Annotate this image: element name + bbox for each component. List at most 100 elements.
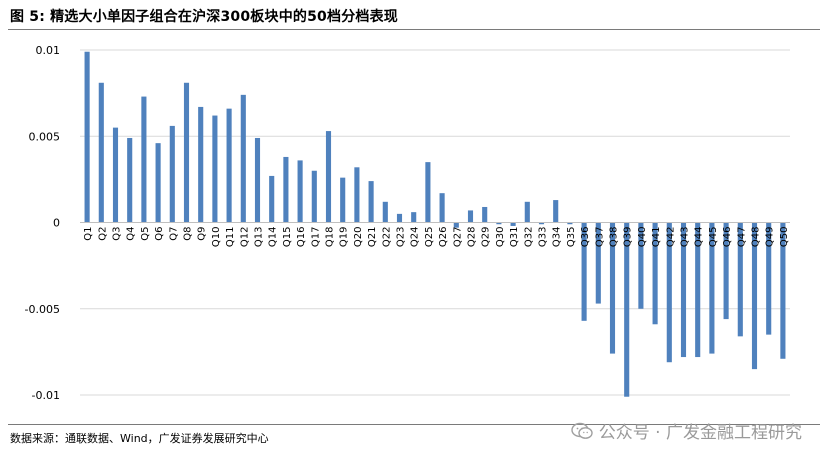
- bar-q37: [595, 222, 601, 304]
- x-tick-label: Q17: [310, 227, 321, 248]
- x-tick-label: Q33: [538, 227, 549, 248]
- x-tick-label: Q31: [509, 227, 520, 248]
- bar-q20: [354, 167, 360, 223]
- x-tick-label: Q30: [495, 227, 506, 248]
- x-tick-label: Q41: [651, 227, 662, 248]
- x-tick-label: Q34: [552, 227, 563, 248]
- bar-q17: [311, 170, 317, 223]
- bar-q33: [538, 222, 545, 225]
- bar-q31: [510, 222, 516, 226]
- y-tick-label: -0.005: [25, 303, 60, 316]
- bar-q22: [382, 201, 388, 223]
- bar-q43: [680, 222, 687, 358]
- bar-q29: [482, 206, 488, 223]
- bar-q49: [766, 222, 772, 335]
- x-tick-label: Q48: [751, 227, 762, 248]
- x-tick-label: Q16: [296, 227, 307, 248]
- bars: [84, 51, 786, 397]
- x-tick-label: Q24: [410, 227, 421, 248]
- bar-q30: [496, 222, 502, 225]
- x-tick-label: Q11: [225, 227, 236, 248]
- bar-q21: [368, 181, 374, 223]
- title-divider: [8, 29, 820, 30]
- x-tick-label: Q35: [566, 227, 577, 248]
- x-tick-label: Q12: [239, 226, 250, 247]
- x-tick-label: Q5: [140, 227, 151, 241]
- x-tick-label: Q6: [154, 227, 165, 241]
- x-tick-label: Q7: [168, 227, 179, 241]
- y-tick-label: 0.005: [29, 130, 61, 143]
- x-tick-label: Q9: [197, 227, 208, 241]
- bar-q16: [297, 160, 303, 223]
- watermark: 公众号 · 广发金融工程研究: [571, 418, 802, 443]
- y-axis-ticks: 0.01 0.005 0 -0.005 -0.01: [25, 44, 60, 402]
- bar-q44: [695, 222, 701, 358]
- x-tick-label: Q44: [694, 227, 705, 248]
- x-tick-label: Q2: [97, 227, 108, 241]
- bar-q28: [467, 210, 474, 223]
- bar-q40: [638, 222, 644, 309]
- bar-q42: [666, 222, 672, 363]
- bar-q48: [751, 222, 758, 370]
- bar-q23: [396, 213, 403, 223]
- x-tick-label: Q47: [736, 227, 747, 248]
- bar-q10: [212, 115, 218, 223]
- bar-q3: [112, 127, 119, 223]
- x-tick-label: Q15: [282, 227, 293, 248]
- wechat-icon: [571, 422, 593, 439]
- source-divider: [8, 424, 820, 425]
- x-axis-ticks: Q1 Q2 Q3 Q4 Q5 Q6 Q7 Q8 Q9 Q10 Q11 Q12 Q13 Q14 Q15 Q16 Q…: [83, 226, 790, 247]
- bar-q9: [198, 106, 204, 223]
- bar-q8: [183, 82, 190, 223]
- x-tick-label: Q8: [183, 227, 194, 241]
- watermark-text: 公众号 · 广发金融工程研究: [598, 423, 802, 443]
- x-tick-label: Q38: [609, 227, 620, 248]
- bar-q25: [425, 162, 431, 223]
- bar-q12: [240, 94, 246, 223]
- x-tick-label: Q3: [112, 227, 123, 241]
- x-tick-label: Q32: [523, 227, 534, 248]
- bar-q11: [226, 108, 232, 223]
- x-tick-label: Q45: [708, 227, 719, 248]
- x-tick-label: Q42: [665, 227, 676, 248]
- bar-q36: [581, 222, 587, 321]
- x-tick-label: Q49: [765, 227, 776, 248]
- bar-q18: [325, 131, 332, 223]
- x-tick-label: Q40: [637, 227, 648, 248]
- bar-q47: [737, 222, 743, 337]
- bar-chart: 0.01 0.005 0 -0.005 -0.01 Q1 Q2 Q3 Q4 Q5 Q6 Q7 Q8 Q9…: [25, 44, 790, 402]
- x-tick-label: Q23: [396, 227, 407, 248]
- x-tick-label: Q13: [254, 227, 265, 248]
- x-tick-label: Q10: [211, 227, 222, 248]
- bar-q5: [141, 96, 147, 223]
- bar-q39: [624, 222, 630, 397]
- y-tick-label: 0.01: [36, 44, 61, 57]
- x-tick-label: Q28: [467, 227, 478, 248]
- x-tick-label: Q14: [268, 227, 279, 248]
- x-tick-label: Q4: [126, 227, 137, 241]
- bar-q46: [723, 222, 729, 320]
- x-tick-label: Q19: [339, 227, 350, 248]
- x-tick-label: Q25: [424, 227, 435, 248]
- bar-q24: [411, 212, 417, 223]
- chart-title: 图 5: 精选大小单因子组合在沪深300板块中的50档分档表现: [10, 9, 398, 25]
- x-tick-label: Q46: [722, 227, 733, 248]
- x-tick-label: Q50: [779, 227, 790, 248]
- bar-q7: [169, 125, 175, 223]
- bar-q15: [283, 156, 289, 223]
- bar-q13: [254, 137, 261, 223]
- x-tick-label: Q22: [381, 227, 392, 248]
- x-tick-label: Q43: [680, 227, 691, 248]
- x-tick-label: Q37: [594, 227, 605, 248]
- bar-q32: [524, 201, 530, 223]
- bar-q26: [439, 193, 445, 223]
- x-tick-label: Q27: [452, 227, 463, 248]
- x-tick-label: Q36: [580, 227, 591, 248]
- x-tick-label: Q1: [83, 227, 94, 241]
- y-tick-label: 0: [53, 217, 60, 230]
- source-note: 数据来源：通联数据、Wind，广发证券发展研究中心: [10, 432, 269, 445]
- bar-q4: [127, 137, 133, 223]
- bar-q6: [155, 143, 161, 223]
- bar-q41: [652, 222, 658, 325]
- x-tick-label: Q26: [438, 227, 449, 248]
